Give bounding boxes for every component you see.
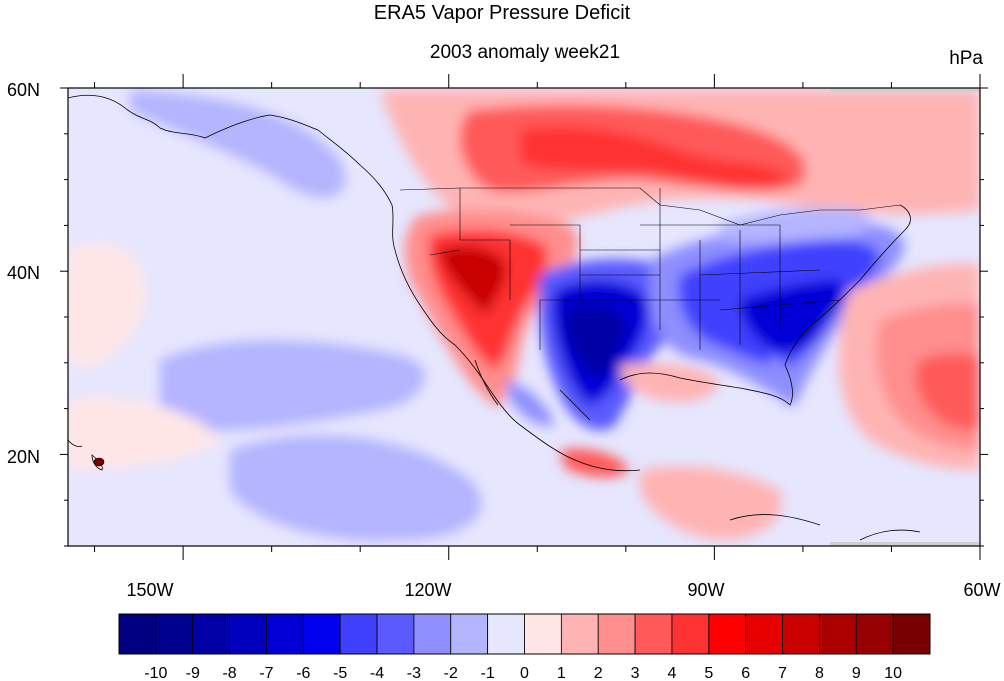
colorbar-swatch — [560, 613, 599, 655]
lat-label-20n: 20N — [7, 447, 40, 467]
baja-positive-area — [470, 360, 505, 406]
colorbar-label: 1 — [557, 665, 566, 681]
no-data-bottom-right — [830, 542, 980, 546]
colorbar-swatch — [892, 613, 931, 655]
colorbar-label: 0 — [520, 665, 529, 681]
colorbar-frame — [118, 613, 931, 655]
map-area — [68, 88, 980, 546]
colorbar-label: -5 — [333, 665, 347, 681]
colorbar-label: -4 — [370, 665, 384, 681]
lon-label-90w: 90W — [687, 580, 724, 600]
colorbar-label: 4 — [668, 665, 677, 681]
colorbar-swatch — [413, 613, 452, 655]
florida-negative-area — [770, 355, 797, 406]
colorbar-label: -10 — [144, 665, 167, 681]
latitude-ticks — [60, 87, 988, 547]
colorbar-swatch — [745, 613, 783, 655]
atlantic-positive-core — [915, 353, 980, 431]
western-us-positive-core — [439, 246, 506, 315]
colorbar-swatch — [524, 613, 562, 655]
colorbar-label: -9 — [186, 665, 200, 681]
units-label: hPa — [949, 48, 983, 69]
colorbar-label: 9 — [852, 665, 861, 681]
coastlines — [68, 94, 921, 541]
colorbar-swatch — [819, 613, 857, 655]
eastern-us-negative-core — [740, 280, 844, 353]
caribbean-positive-area — [640, 466, 782, 540]
hawaii-island — [93, 457, 105, 467]
mexico-negative-area — [505, 380, 555, 426]
colorbar-swatch — [671, 613, 710, 655]
state-boundaries — [399, 187, 901, 350]
colorbar-swatch — [229, 613, 267, 655]
colorbar-swatch — [708, 613, 747, 655]
colorbar-swatch — [634, 613, 673, 655]
lon-label-60w: 60W — [963, 580, 1000, 600]
colorbar-label: 6 — [741, 665, 750, 681]
colorbar-swatch — [450, 613, 489, 655]
canada-positive-core — [520, 126, 790, 187]
colorbar-label: -3 — [407, 665, 421, 681]
colorbar-label: -7 — [259, 665, 273, 681]
colorbar-label: 5 — [704, 665, 713, 681]
map-subtitle: 2003 anomaly week21 — [430, 42, 620, 63]
pacific-positive-area-1 — [68, 243, 146, 368]
lon-label-120w: 120W — [404, 580, 451, 600]
lat-label-40n: 40N — [7, 263, 40, 283]
colorbar-label: -8 — [222, 665, 236, 681]
anomaly-field — [68, 90, 980, 541]
pacific-negative-area-3 — [130, 90, 346, 198]
longitude-ticks — [94, 74, 981, 560]
colorbar-swatch — [487, 613, 525, 655]
texas-negative-core — [563, 304, 626, 376]
lon-label-150w: 150W — [126, 580, 173, 600]
pacific-negative-area-1 — [160, 340, 425, 432]
no-data-top-right — [830, 88, 980, 92]
colorbar-swatch — [302, 613, 341, 655]
colorbar-label: 8 — [815, 665, 824, 681]
colorbar-label: 7 — [778, 665, 787, 681]
colorbar-swatch — [266, 613, 304, 655]
great-lakes-weak-negative — [720, 208, 871, 243]
colorbar-label: 10 — [884, 665, 902, 681]
gulf-positive-area — [620, 363, 720, 402]
lat-label-60n: 60N — [7, 80, 40, 100]
colorbar-label: -6 — [296, 665, 310, 681]
colorbar-swatch — [597, 613, 636, 655]
colorbar-swatch — [855, 613, 894, 655]
colorbar-swatch — [339, 613, 378, 655]
colorbar-swatch — [192, 613, 230, 655]
colorbar-swatch — [118, 613, 157, 655]
colorbar-swatch — [782, 613, 820, 655]
colorbar-label: 3 — [631, 665, 640, 681]
colorbar-labels: -10 -9 -8 -7 -6 -5 -4 -3 -2 -1 0 1 2 3 4 5 6 7 8 9 10 — [144, 665, 902, 681]
colorbar-label: -1 — [481, 665, 495, 681]
colorbar-label: -2 — [444, 665, 458, 681]
map-title: ERA5 Vapor Pressure Deficit — [374, 2, 631, 24]
colorbar-label: 2 — [594, 665, 603, 681]
colorbar — [118, 613, 931, 655]
colorbar-swatch — [155, 613, 194, 655]
pacific-negative-area-2 — [230, 435, 482, 541]
pacific-positive-area-2 — [68, 397, 220, 470]
colorbar-swatch — [376, 613, 415, 655]
